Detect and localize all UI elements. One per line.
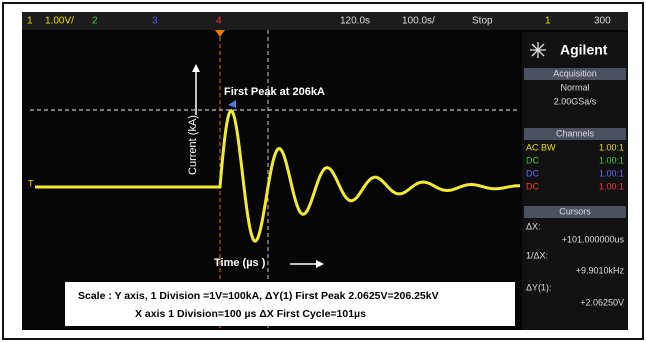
section-title: Channels bbox=[556, 128, 595, 138]
section-title: Acquisition bbox=[553, 68, 597, 78]
cursor-value: +101.000000us bbox=[562, 234, 625, 244]
channel-marker: T bbox=[28, 178, 34, 188]
channel-probe: 1.00:1 bbox=[599, 155, 624, 165]
top-item: 120.0s bbox=[340, 16, 370, 27]
caption-line: X axis 1 Division=100 µs ΔX First Cycle=… bbox=[135, 308, 366, 320]
top-bar bbox=[22, 12, 628, 30]
brand: Agilent bbox=[560, 42, 608, 58]
channel-probe: 1.00:1 bbox=[599, 142, 624, 152]
caption-line: Scale : Y axis, 1 Division =1V=100kA, ΔY… bbox=[78, 290, 439, 302]
cursor-value: +2.06250V bbox=[580, 297, 624, 307]
top-item: 2 bbox=[92, 16, 98, 27]
cursor-name: ΔY(1): bbox=[526, 282, 552, 292]
acq-rate: 2.00GSa/s bbox=[554, 96, 597, 106]
channel-probe: 1.00:1 bbox=[599, 168, 624, 178]
scope-screen: 1 1.00V/ 2 3 4 120.0s 100.0s/ Stop 1 300… bbox=[0, 0, 646, 342]
section-title: Cursors bbox=[559, 206, 591, 216]
channel-coupling: DC bbox=[526, 168, 539, 178]
acq-mode: Normal bbox=[560, 82, 589, 92]
top-item: 1.00V/ bbox=[45, 16, 74, 27]
peak-label: First Peak at 206kA bbox=[224, 86, 325, 98]
brand-icon bbox=[530, 42, 546, 58]
top-item: 300 bbox=[594, 16, 611, 27]
channel-coupling: DC bbox=[526, 181, 539, 191]
top-item: 1 bbox=[545, 16, 551, 27]
top-item: 4 bbox=[216, 16, 222, 27]
x-label: Time (µs ) bbox=[214, 257, 266, 269]
top-item: 1 bbox=[27, 16, 33, 27]
channel-coupling: DC bbox=[526, 155, 539, 165]
cursor-name: ΔX: bbox=[526, 221, 541, 231]
screenshot: 1 1.00V/ 2 3 4 120.0s 100.0s/ Stop 1 300… bbox=[0, 0, 646, 342]
channel-coupling: AC BW bbox=[526, 142, 556, 152]
channel-probe: 1.00:1 bbox=[599, 181, 624, 191]
top-item: 100.0s/ bbox=[402, 16, 435, 27]
y-label: Current (kA) bbox=[187, 115, 199, 175]
top-item: Stop bbox=[472, 16, 493, 27]
cursor-value: +9.9010kHz bbox=[576, 265, 625, 275]
top-item: 3 bbox=[152, 16, 158, 27]
cursor-name: 1/ΔX: bbox=[526, 250, 548, 260]
